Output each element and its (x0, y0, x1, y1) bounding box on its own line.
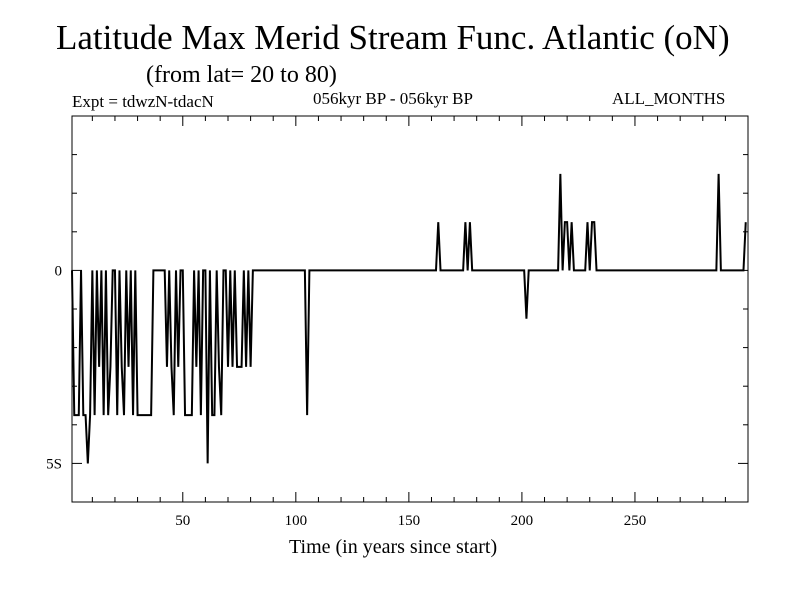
chart-title: Latitude Max Merid Stream Func. Atlantic… (56, 18, 730, 57)
x-tick-label: 250 (624, 513, 647, 529)
experiment-label: Expt = tdwzN-tdacN (72, 92, 214, 111)
months-label: ALL_MONTHS (612, 89, 726, 108)
plot-frame (71, 115, 749, 503)
y-tick-label: 0 (55, 263, 63, 279)
chart-subtitle: (from lat= 20 to 80) (146, 62, 337, 88)
x-tick-label: 100 (285, 513, 308, 529)
x-axis-label: Time (in years since start) (289, 536, 498, 558)
x-tick-label: 200 (511, 513, 534, 529)
x-tick-label: 150 (398, 513, 421, 529)
period-label: 056kyr BP - 056kyr BP (313, 89, 473, 108)
axis-ticks (72, 115, 749, 503)
y-tick-label: 5S (46, 456, 62, 472)
data-series-line (71, 173, 747, 464)
x-tick-label: 50 (175, 513, 190, 529)
axis-tick-labels: 50 100 150 200 250 0 5S (46, 263, 646, 529)
